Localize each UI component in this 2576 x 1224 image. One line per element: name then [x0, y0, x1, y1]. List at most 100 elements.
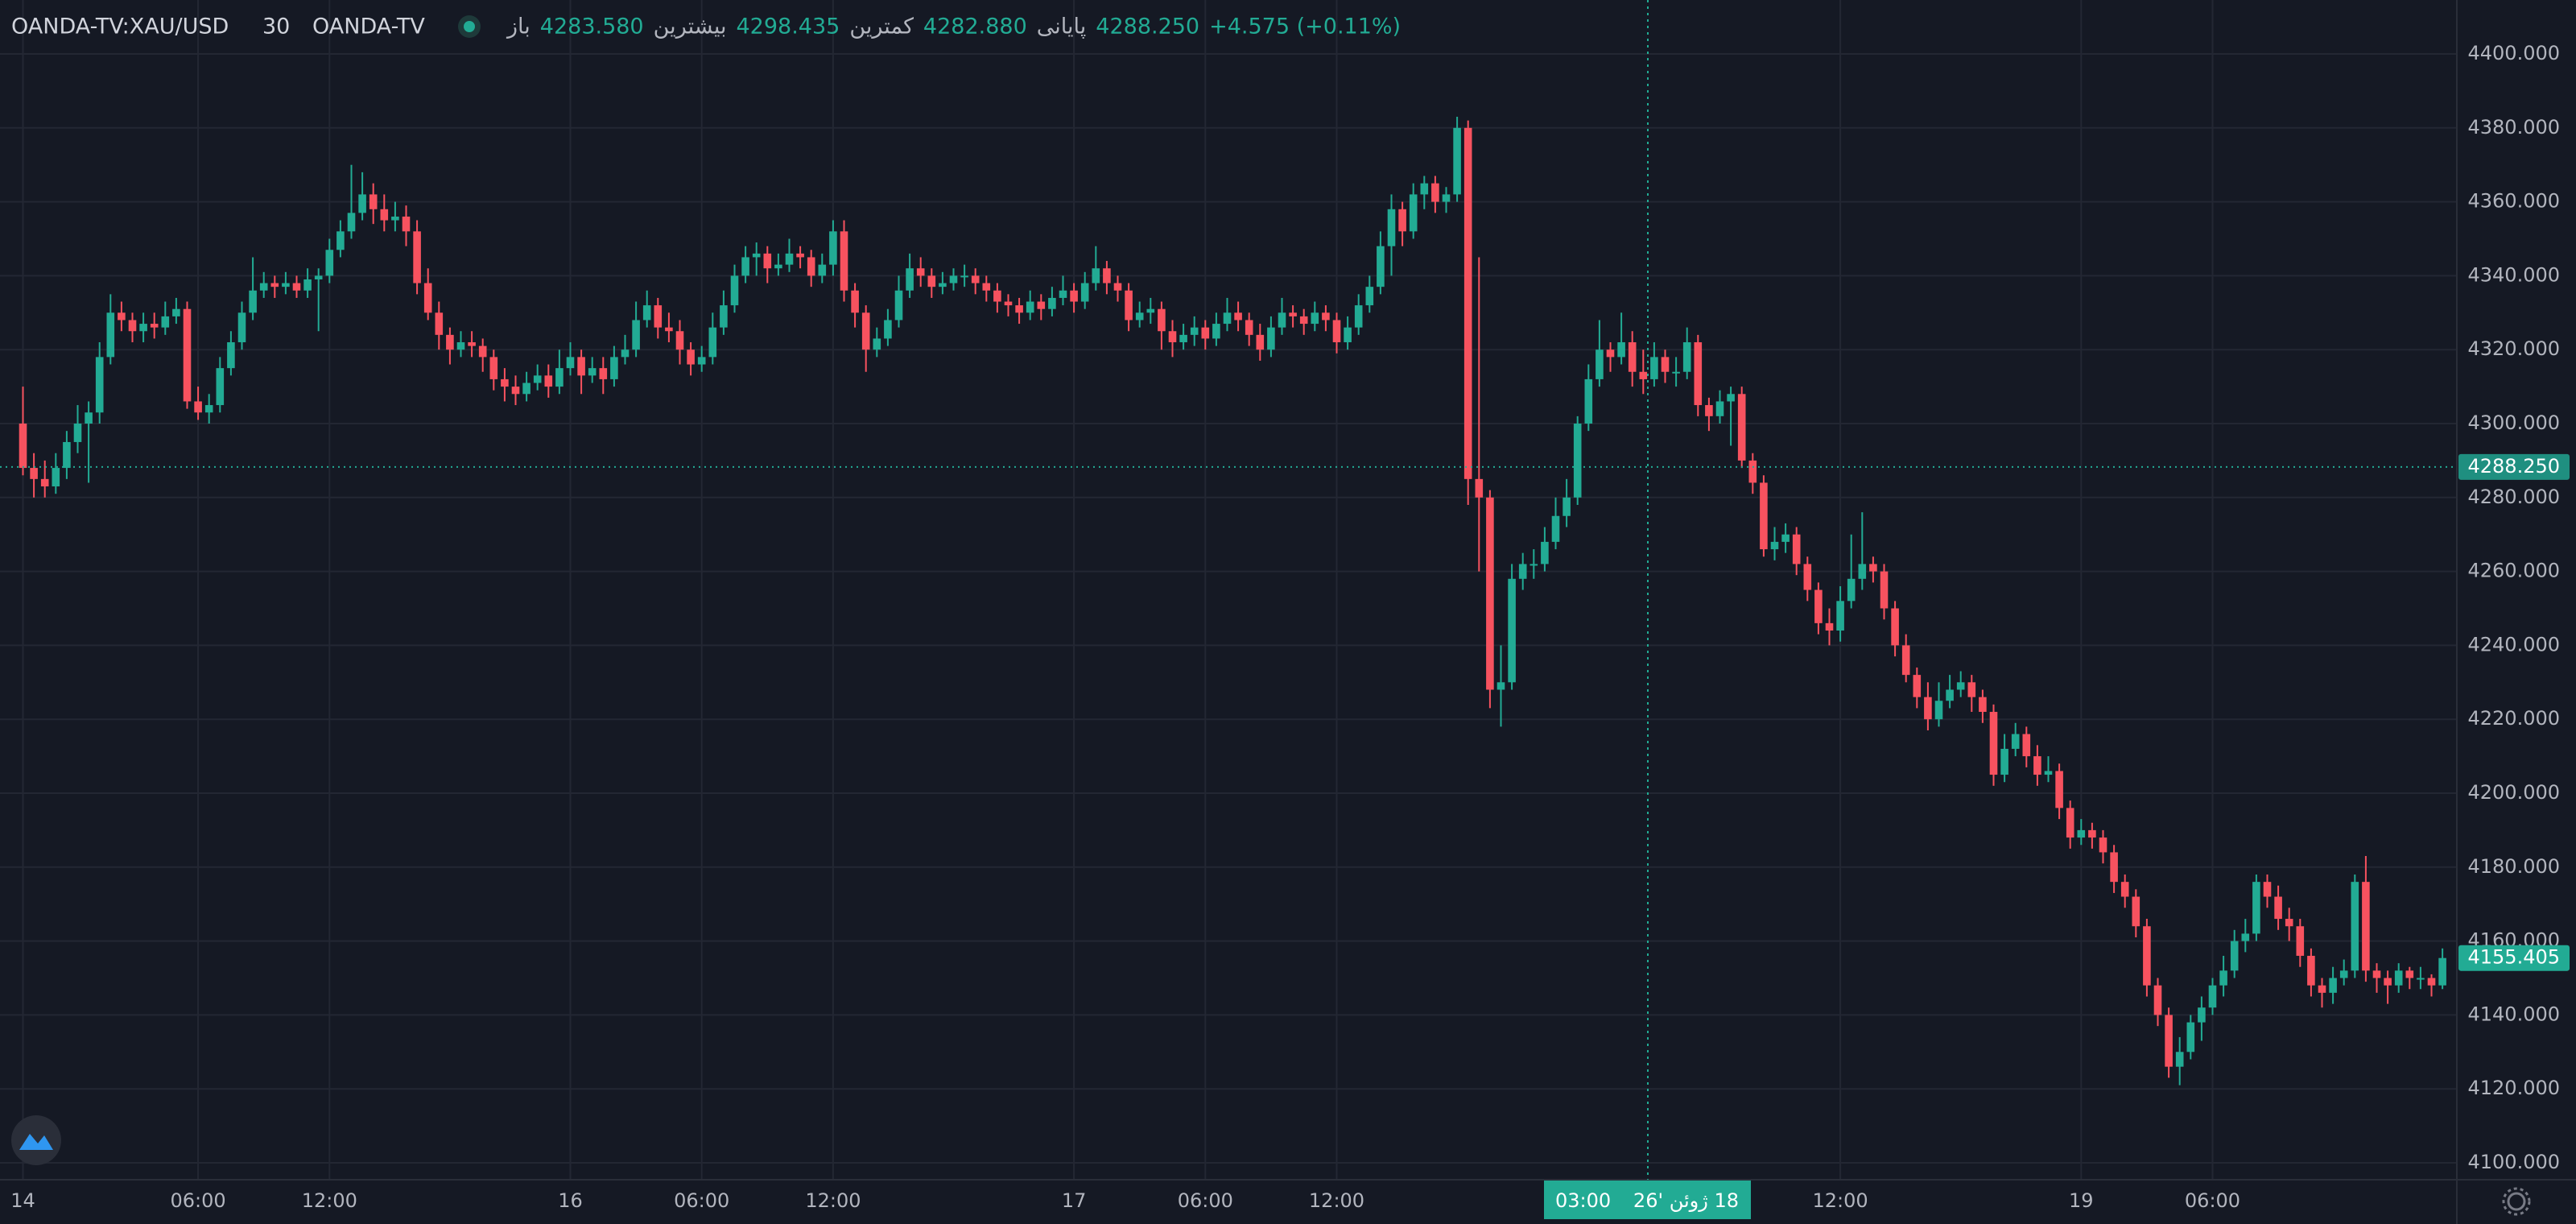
candle-body — [204, 405, 213, 413]
candle-body — [1332, 320, 1341, 343]
candle-body — [227, 342, 235, 369]
candle-body — [1803, 564, 1812, 590]
candle-body — [336, 231, 345, 250]
candle-body — [1048, 297, 1056, 309]
logo-icon[interactable] — [19, 1134, 53, 1150]
candle-body — [1125, 290, 1133, 320]
candle-body — [2307, 955, 2315, 986]
crosshair-time-box — [1544, 1181, 1751, 1219]
candle-body — [1924, 697, 1932, 720]
candle-body — [2132, 896, 2140, 927]
candle-body — [642, 305, 651, 320]
y-tick-label: 4200.000 — [2467, 781, 2560, 804]
candle-body — [1289, 312, 1297, 316]
candle-body — [2351, 882, 2359, 971]
candle-body — [1672, 371, 1680, 374]
candle-body — [1026, 301, 1034, 313]
candle-body — [380, 209, 389, 221]
candle-body — [2339, 970, 2348, 978]
legend-header: OANDA-TV:XAU/USD 30 OANDA-TV باز 4283.580… — [11, 14, 1401, 39]
status-dot — [464, 21, 475, 32]
legend-label: پایانی — [1037, 14, 1087, 39]
candle-body — [1299, 316, 1308, 325]
candle-body — [73, 424, 82, 442]
candle-body — [555, 368, 564, 387]
candle-body — [183, 308, 192, 402]
candle-body — [1518, 564, 1527, 579]
x-tick-label: 14 — [10, 1189, 35, 1212]
candle-body — [1825, 622, 1834, 631]
candle-body — [1168, 331, 1177, 343]
candle-body — [840, 231, 848, 291]
candle-body — [1496, 682, 1505, 690]
y-tick-label: 4300.000 — [2467, 411, 2560, 434]
candle-body — [1190, 327, 1199, 335]
candle-body — [675, 331, 684, 350]
gear-teeth[interactable] — [2502, 1187, 2531, 1216]
candle-body — [1354, 305, 1363, 328]
candle-body — [763, 253, 772, 269]
candle-body — [1617, 342, 1625, 358]
candle-body — [1223, 312, 1232, 325]
candle-body — [1267, 327, 1275, 350]
x-tick-label: 19 — [2069, 1189, 2094, 1212]
candle-body — [2153, 985, 2162, 1015]
candle-body — [1365, 287, 1374, 306]
y-tick-label: 4140.000 — [2467, 1003, 2560, 1025]
candle-body — [752, 253, 761, 258]
candle-body — [2011, 734, 2020, 749]
candle-body — [1037, 301, 1046, 309]
crosshair-time-label: 03:00 18 ژوئن '26 — [1544, 1181, 1751, 1219]
candle-body — [1059, 290, 1067, 298]
candle-body — [894, 290, 903, 320]
candle-body — [325, 250, 334, 276]
candle-body — [588, 368, 597, 376]
candle-body — [1606, 349, 1615, 358]
candle-body — [2175, 1052, 2184, 1067]
crosshair-price-box — [2458, 453, 2570, 480]
candle-body — [1913, 675, 1922, 697]
y-tick-label: 4360.000 — [2467, 190, 2560, 213]
candle-body — [2110, 852, 2118, 883]
candle-body — [237, 312, 246, 343]
candle-body — [63, 441, 71, 469]
candle-body — [270, 283, 279, 287]
candle-body — [544, 375, 553, 387]
candle-body — [971, 275, 980, 283]
candle-body — [720, 305, 728, 328]
candle-body — [118, 312, 126, 320]
candle-body — [982, 283, 991, 291]
logo-circle[interactable] — [11, 1115, 61, 1165]
interval[interactable]: 30 — [262, 14, 290, 39]
candle-body — [2362, 882, 2370, 971]
x-tick-label: 12:00 — [302, 1189, 357, 1212]
y-tick-label: 4340.000 — [2467, 263, 2560, 286]
candle-body — [1311, 312, 1319, 325]
candle-body — [478, 345, 487, 358]
candle-body — [85, 412, 93, 424]
candle-body — [1530, 564, 1538, 566]
candle-body — [1901, 645, 1910, 676]
candle-body — [172, 308, 180, 316]
candle-body — [2165, 1015, 2173, 1067]
candle-body — [2296, 926, 2305, 956]
logo[interactable] — [11, 1115, 61, 1165]
candle-body — [259, 283, 268, 291]
symbol[interactable]: OANDA-TV:XAU/USD — [11, 14, 229, 39]
candle-body — [2252, 882, 2260, 934]
candle-body — [2186, 1022, 2195, 1052]
gear[interactable] — [2507, 1192, 2526, 1211]
candle-body — [2022, 734, 2031, 757]
candle-body — [1103, 268, 1111, 283]
candle-body — [282, 283, 290, 287]
candle-body — [150, 324, 159, 328]
candle-body — [2000, 748, 2008, 775]
source[interactable]: OANDA-TV — [312, 14, 425, 39]
last-price-box — [2458, 945, 2570, 971]
x-tick-label: 06:00 — [674, 1189, 729, 1212]
candle-body — [1639, 371, 1648, 379]
candle-body — [2143, 926, 2151, 986]
candle-body — [1387, 209, 1396, 246]
settings-icon[interactable] — [2502, 1187, 2531, 1216]
